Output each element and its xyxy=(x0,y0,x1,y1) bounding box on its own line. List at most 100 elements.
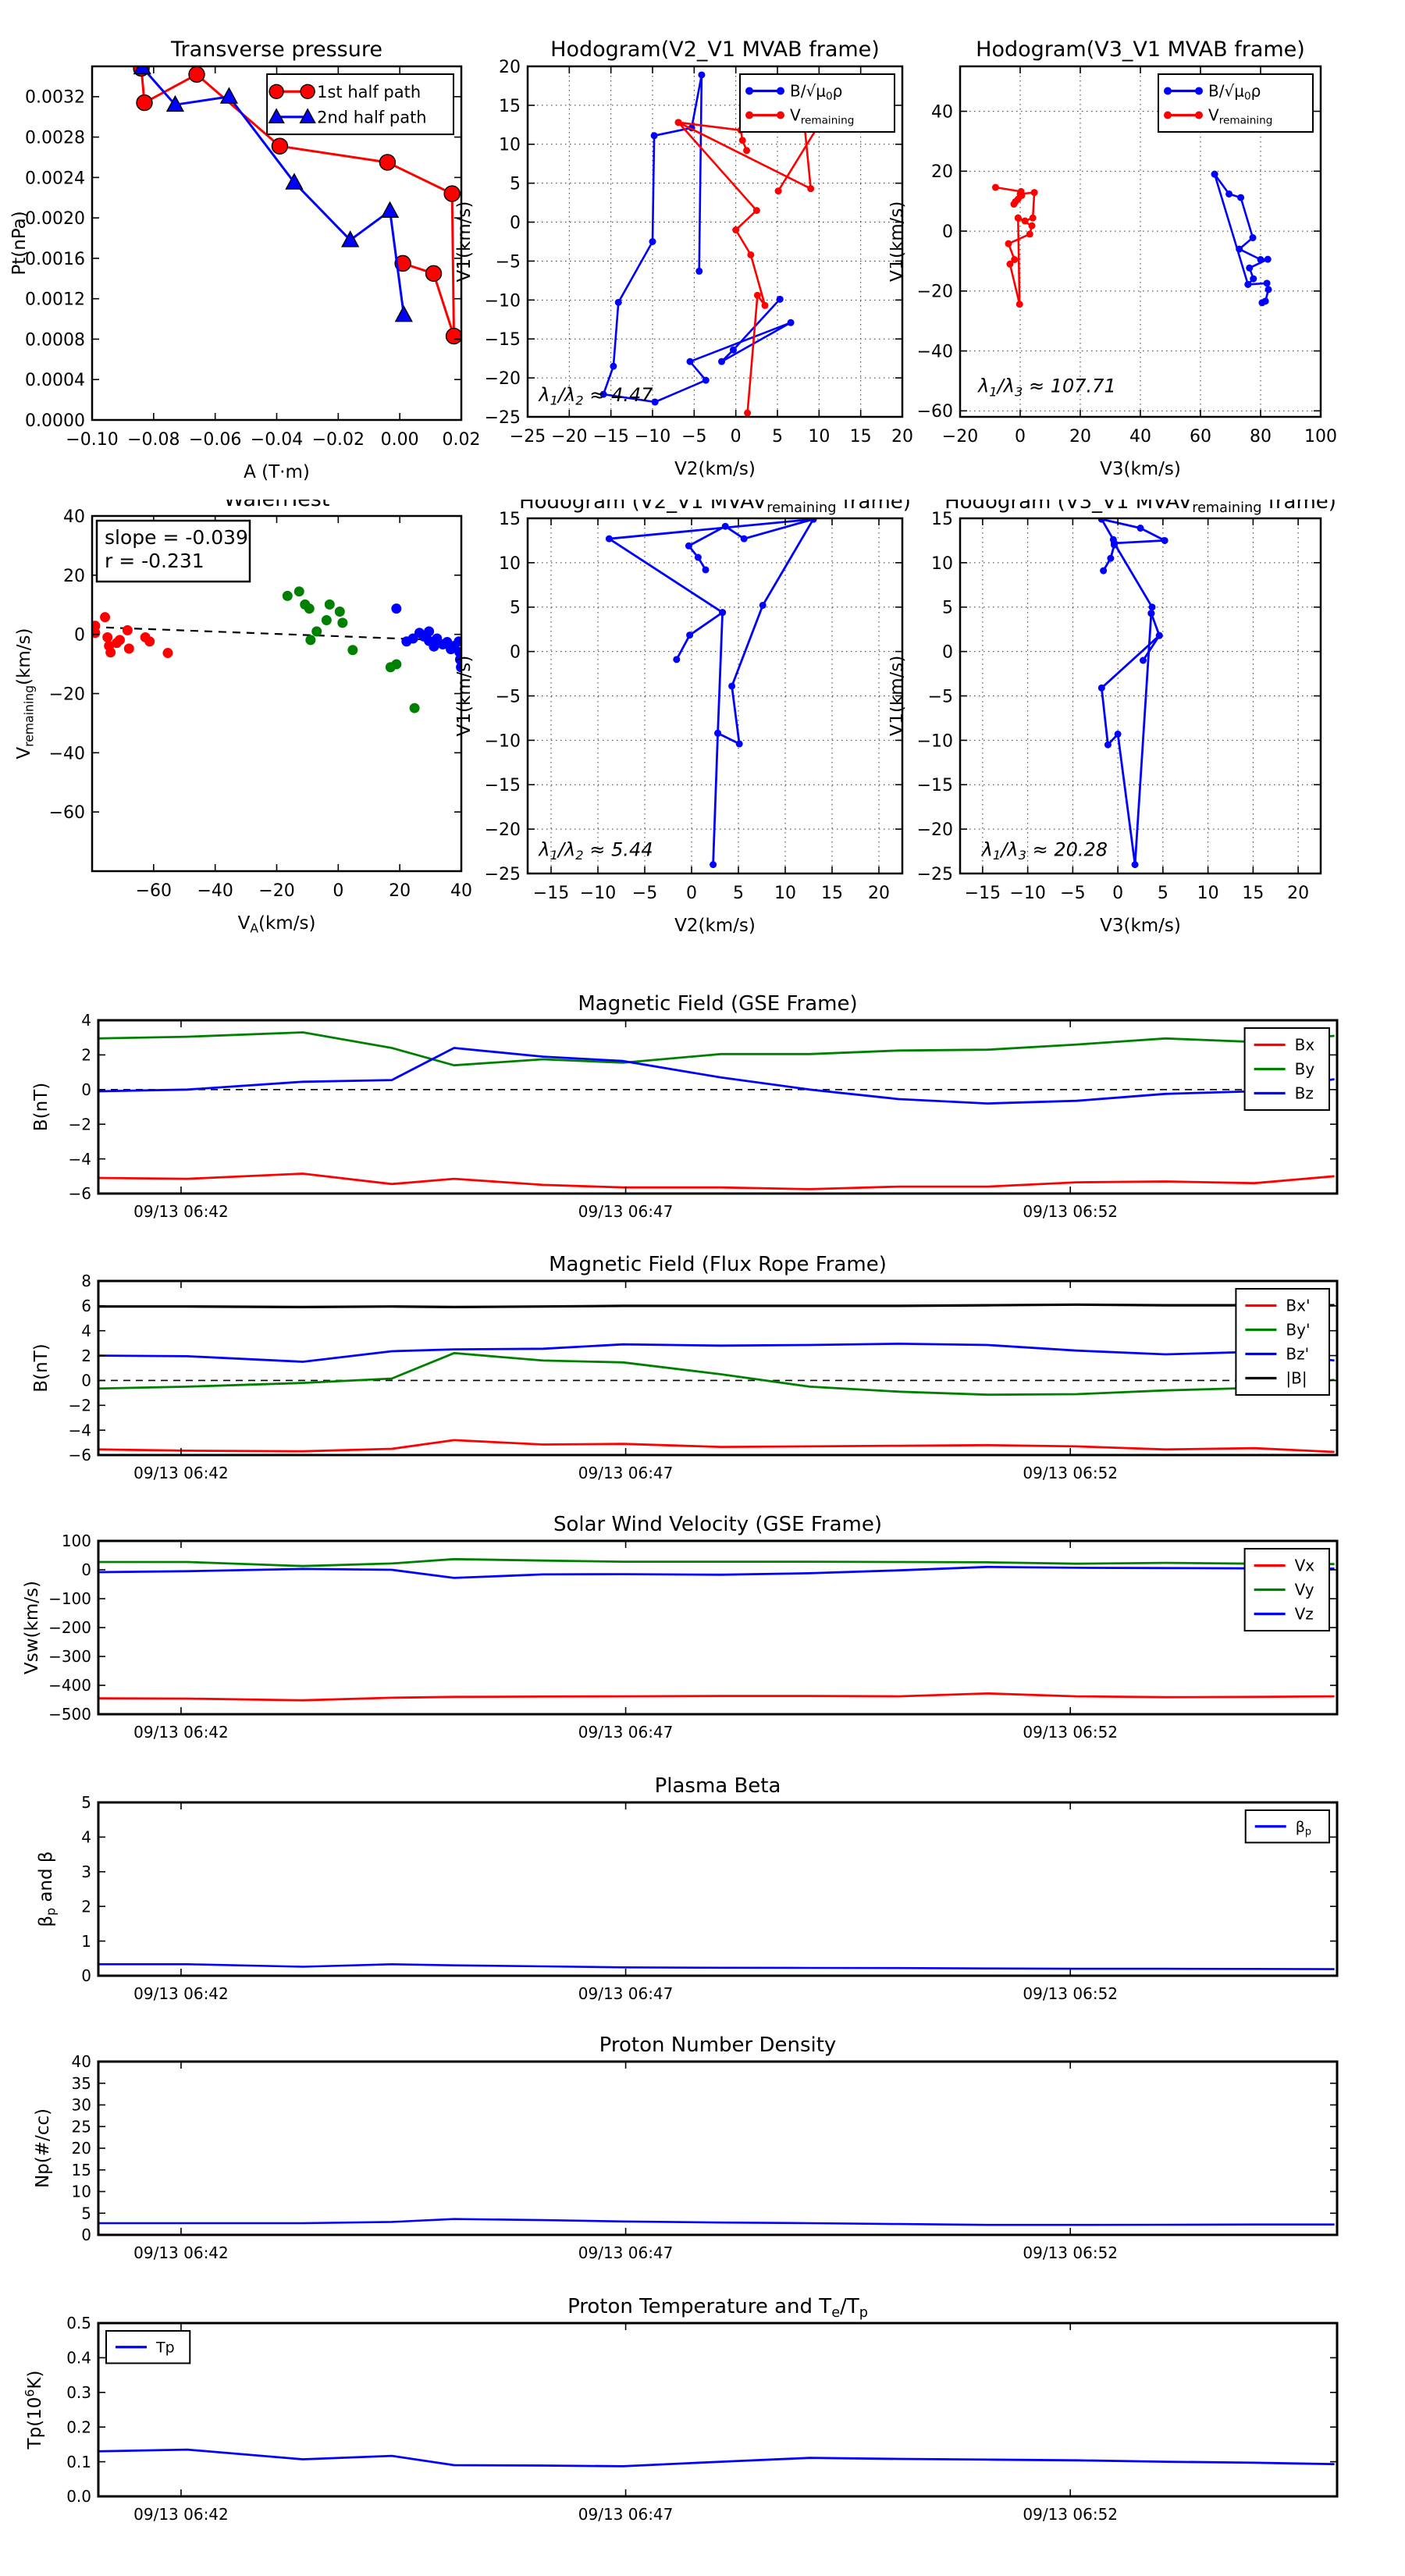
svg-text:0: 0 xyxy=(1015,427,1026,447)
svg-text:−10: −10 xyxy=(580,884,616,903)
svg-text:−10: −10 xyxy=(485,731,521,751)
svg-text:09/13 06:47: 09/13 06:47 xyxy=(578,1202,674,1221)
svg-text:−0.04: −0.04 xyxy=(251,430,303,450)
svg-text:0.0016: 0.0016 xyxy=(25,250,85,269)
svg-text:−15: −15 xyxy=(917,776,953,795)
svg-text:−300: −300 xyxy=(48,1647,91,1666)
svg-text:A (T·m): A (T·m) xyxy=(244,462,310,482)
svg-text:−5: −5 xyxy=(496,687,521,706)
svg-text:V1(km/s): V1(km/s) xyxy=(890,201,907,283)
svg-text:5: 5 xyxy=(733,884,744,903)
svg-text:6: 6 xyxy=(81,1297,91,1315)
svg-text:0.1: 0.1 xyxy=(66,2453,91,2471)
svg-text:−40: −40 xyxy=(197,881,233,901)
svg-text:βp and β: βp and β xyxy=(36,1851,59,1927)
svg-text:25: 25 xyxy=(72,2117,91,2136)
svg-text:−25: −25 xyxy=(485,865,521,884)
svg-text:−15: −15 xyxy=(592,427,628,447)
svg-text:20: 20 xyxy=(868,884,890,903)
svg-text:−20: −20 xyxy=(49,685,85,704)
svg-text:10: 10 xyxy=(499,136,521,155)
chart-walen-test: −60 −40 −20 0 20 40 40 20 0 −20 −40 −60 WalenTest VA(… xyxy=(14,500,472,936)
svg-text:Solar Wind Velocity (GSE Frame: Solar Wind Velocity (GSE Frame) xyxy=(553,1513,882,1536)
svg-text:−20: −20 xyxy=(917,820,953,840)
chart-proton-density: 09/13 06:42 09/13 06:47 09/13 06:52 40 35 30 2… xyxy=(33,2033,1339,2262)
svg-text:2nd half path: 2nd half path xyxy=(317,108,427,126)
svg-text:60: 60 xyxy=(1190,427,1211,447)
svg-text:λ1/λ3 ≈ 20.28: λ1/λ3 ≈ 20.28 xyxy=(980,838,1108,863)
svg-text:Vy: Vy xyxy=(1295,1581,1314,1599)
svg-text:15: 15 xyxy=(850,427,872,447)
svg-text:−200: −200 xyxy=(48,1618,91,1637)
svg-text:5: 5 xyxy=(772,427,783,447)
svg-text:15: 15 xyxy=(931,510,953,529)
svg-text:Hodogram(V2_V1 MVAB frame): Hodogram(V2_V1 MVAB frame) xyxy=(550,37,880,62)
chart-hodogram-v3v1-mvav: −15 −10 −5 0 5 10 15 20 15 10 5 0 −5 −10 −15 −20 −25 Hodo… xyxy=(890,500,1336,936)
svg-text:5: 5 xyxy=(81,2204,91,2222)
svg-text:10: 10 xyxy=(931,554,953,574)
svg-text:−4: −4 xyxy=(69,1150,91,1169)
svg-text:0: 0 xyxy=(81,2226,91,2244)
svg-text:09/13 06:42: 09/13 06:42 xyxy=(133,2243,229,2262)
svg-text:V2(km/s): V2(km/s) xyxy=(674,459,756,479)
svg-text:09/13 06:42: 09/13 06:42 xyxy=(133,1202,229,1221)
svg-text:Bx: Bx xyxy=(1295,1036,1315,1055)
svg-text:0.2: 0.2 xyxy=(66,2418,91,2436)
svg-text:09/13 06:47: 09/13 06:47 xyxy=(578,1984,674,2003)
svg-text:09/13 06:42: 09/13 06:42 xyxy=(133,1464,229,1482)
svg-text:−10: −10 xyxy=(917,731,953,751)
chart-plasma-beta: 09/13 06:42 09/13 06:47 09/13 06:52 5 4 3 2 1 0 P… xyxy=(36,1774,1339,2003)
svg-text:Tp: Tp xyxy=(155,2339,175,2357)
chart-solar-wind-velocity: 09/13 06:42 09/13 06:47 09/13 06:52 100 0 −10… xyxy=(22,1513,1339,1742)
svg-text:5: 5 xyxy=(81,1793,91,1812)
svg-text:|B|: |B| xyxy=(1286,1369,1307,1388)
svg-text:20: 20 xyxy=(63,567,85,586)
svg-text:Pt(nPa): Pt(nPa) xyxy=(9,211,30,275)
svg-text:35: 35 xyxy=(72,2074,91,2093)
svg-text:40: 40 xyxy=(931,102,953,122)
svg-text:0: 0 xyxy=(942,643,953,663)
chart-magnetic-field-gse: 09/13 06:42 09/13 06:47 09/13 06:52 4 2 0 −2 −4… xyxy=(31,992,1339,1221)
svg-text:−0.02: −0.02 xyxy=(312,430,365,450)
svg-text:Plasma Beta: Plasma Beta xyxy=(655,1774,781,1798)
svg-text:09/13 06:42: 09/13 06:42 xyxy=(133,1984,229,2003)
svg-text:09/13 06:47: 09/13 06:47 xyxy=(578,1723,674,1742)
svg-text:−2: −2 xyxy=(69,1396,91,1414)
svg-text:09/13 06:52: 09/13 06:52 xyxy=(1023,1984,1118,2003)
svg-text:V1(km/s): V1(km/s) xyxy=(890,656,907,737)
svg-text:40: 40 xyxy=(1129,427,1151,447)
svg-text:30: 30 xyxy=(72,2096,91,2115)
svg-text:0: 0 xyxy=(74,626,85,646)
svg-text:10: 10 xyxy=(774,884,796,903)
svg-text:20: 20 xyxy=(931,162,953,182)
svg-text:0.00: 0.00 xyxy=(381,430,419,450)
svg-text:Vremaining: Vremaining xyxy=(790,106,854,127)
svg-text:0.0028: 0.0028 xyxy=(25,129,85,148)
svg-text:−100: −100 xyxy=(48,1589,91,1608)
svg-text:Np(#/cc): Np(#/cc) xyxy=(33,2108,53,2188)
svg-text:100: 100 xyxy=(1304,427,1337,447)
svg-text:WalenTest: WalenTest xyxy=(224,500,330,511)
svg-text:−0.06: −0.06 xyxy=(189,430,241,450)
svg-text:−15: −15 xyxy=(485,776,521,795)
svg-text:4: 4 xyxy=(81,1828,91,1847)
svg-text:0: 0 xyxy=(81,1560,91,1579)
svg-text:βp: βp xyxy=(1296,1819,1311,1838)
svg-text:15: 15 xyxy=(821,884,843,903)
svg-text:4: 4 xyxy=(81,1011,91,1030)
svg-text:1: 1 xyxy=(81,1932,91,1951)
svg-text:Proton Number Density: Proton Number Density xyxy=(599,2033,837,2057)
svg-text:5: 5 xyxy=(942,599,953,618)
svg-text:−10: −10 xyxy=(485,291,521,311)
svg-text:V3(km/s): V3(km/s) xyxy=(1100,916,1181,936)
svg-text:−0.08: −0.08 xyxy=(127,430,180,450)
svg-text:−20: −20 xyxy=(485,369,521,389)
svg-text:100: 100 xyxy=(62,1532,91,1550)
svg-text:B/√μ0ρ: B/√μ0ρ xyxy=(790,82,842,103)
svg-text:Bz': Bz' xyxy=(1286,1345,1309,1364)
svg-text:Vsw(km/s): Vsw(km/s) xyxy=(22,1581,42,1674)
svg-text:09/13 06:52: 09/13 06:52 xyxy=(1023,1464,1118,1482)
svg-text:0.0020: 0.0020 xyxy=(25,209,85,229)
svg-text:VA(km/s): VA(km/s) xyxy=(238,913,316,936)
svg-text:slope = -0.039: slope = -0.039 xyxy=(105,526,248,549)
